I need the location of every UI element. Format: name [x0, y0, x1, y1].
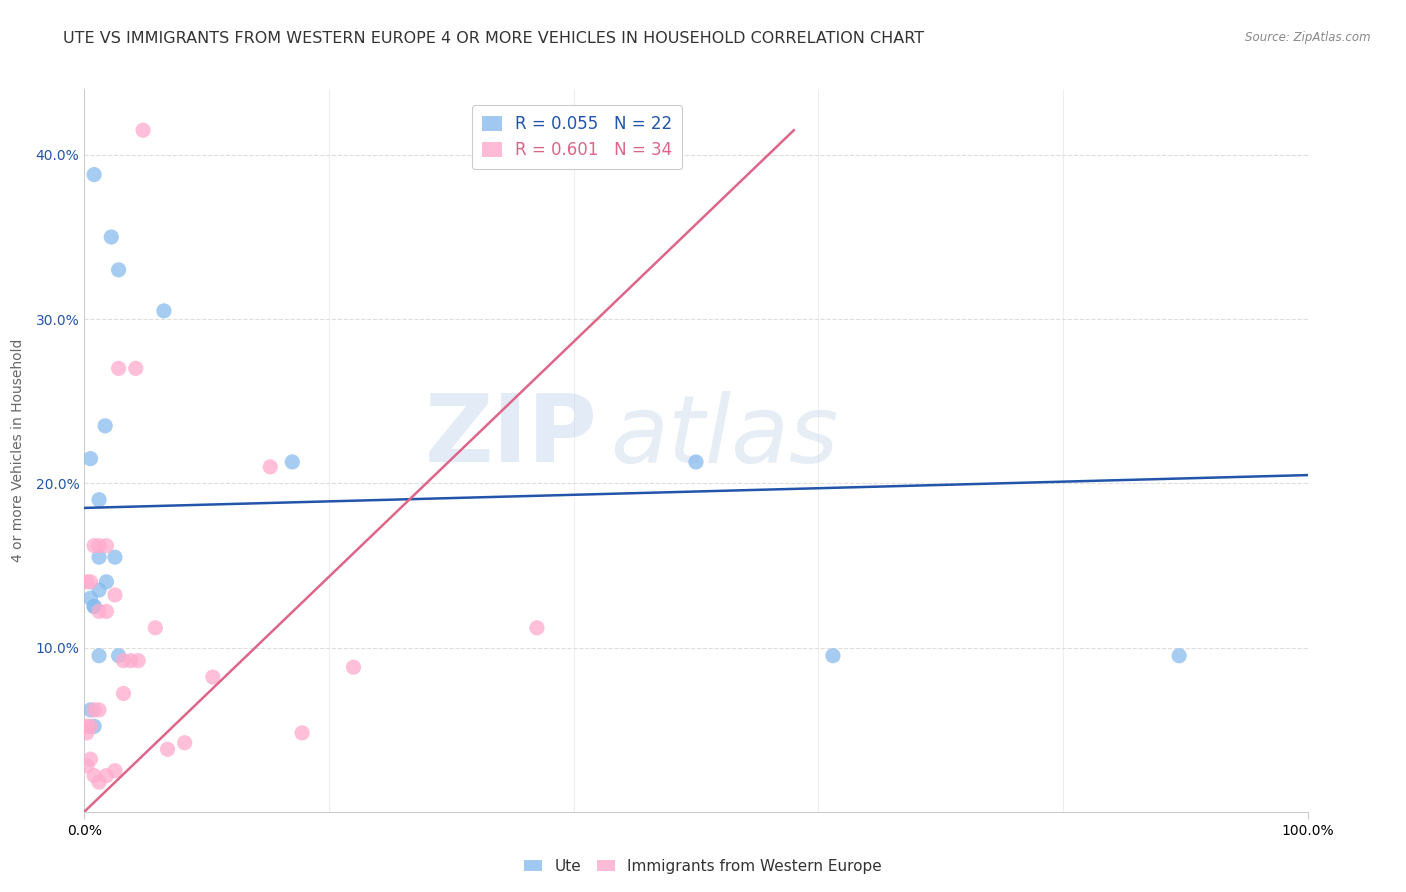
- Point: [87, 492, 110, 507]
- Point: [153, 304, 176, 318]
- Point: [83, 719, 105, 733]
- Text: UTE VS IMMIGRANTS FROM WESTERN EUROPE 4 OR MORE VEHICLES IN HOUSEHOLD CORRELATIO: UTE VS IMMIGRANTS FROM WESTERN EUROPE 4 …: [63, 31, 924, 46]
- Point: [125, 361, 148, 376]
- Point: [79, 703, 101, 717]
- Point: [79, 574, 101, 589]
- Point: [96, 604, 118, 618]
- Point: [79, 591, 101, 606]
- Point: [83, 703, 105, 717]
- Point: [87, 648, 110, 663]
- Point: [291, 726, 314, 740]
- Point: [83, 599, 105, 614]
- Point: [342, 660, 364, 674]
- Point: [96, 574, 118, 589]
- Point: [127, 654, 149, 668]
- Point: [104, 764, 127, 778]
- Point: [87, 539, 110, 553]
- Point: [79, 451, 101, 466]
- Point: [201, 670, 224, 684]
- Point: [76, 758, 98, 772]
- Point: [83, 539, 105, 553]
- Point: [83, 168, 105, 182]
- Point: [79, 719, 101, 733]
- Point: [132, 123, 155, 137]
- Point: [104, 550, 127, 565]
- Point: [107, 648, 129, 663]
- Point: [79, 752, 101, 766]
- Point: [112, 686, 135, 700]
- Legend: Ute, Immigrants from Western Europe: Ute, Immigrants from Western Europe: [517, 853, 889, 880]
- Y-axis label: 4 or more Vehicles in Household: 4 or more Vehicles in Household: [10, 339, 24, 562]
- Point: [87, 582, 110, 597]
- Point: [821, 648, 844, 663]
- Text: Source: ZipAtlas.com: Source: ZipAtlas.com: [1246, 31, 1371, 45]
- Point: [83, 769, 105, 783]
- Point: [281, 455, 304, 469]
- Point: [96, 769, 118, 783]
- Point: [100, 230, 122, 244]
- Text: ZIP: ZIP: [425, 390, 598, 482]
- Point: [526, 621, 548, 635]
- Point: [107, 361, 129, 376]
- Point: [259, 459, 281, 474]
- Point: [173, 736, 195, 750]
- Point: [96, 539, 118, 553]
- Point: [104, 588, 127, 602]
- Point: [685, 455, 707, 469]
- Point: [87, 550, 110, 565]
- Point: [76, 719, 98, 733]
- Point: [112, 654, 135, 668]
- Point: [1168, 648, 1191, 663]
- Text: atlas: atlas: [610, 391, 838, 482]
- Point: [87, 703, 110, 717]
- Point: [83, 599, 105, 614]
- Point: [120, 654, 142, 668]
- Point: [76, 726, 98, 740]
- Point: [87, 775, 110, 789]
- Point: [156, 742, 179, 756]
- Point: [94, 418, 117, 433]
- Point: [87, 604, 110, 618]
- Point: [76, 574, 98, 589]
- Legend: R = 0.055   N = 22, R = 0.601   N = 34: R = 0.055 N = 22, R = 0.601 N = 34: [472, 104, 682, 169]
- Point: [143, 621, 166, 635]
- Point: [107, 262, 129, 277]
